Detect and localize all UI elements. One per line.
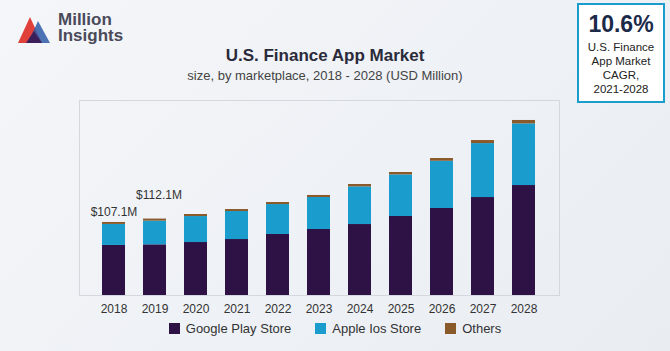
- html-text:Google Play Store: Google Play Store: [185, 321, 292, 336]
- html-text:U.S. Finance App Market CAGR,: U.S. Finance App Market CAGR, 2021-2028: [587, 41, 655, 95]
- svg-text:2022: 2022: [265, 302, 292, 315]
- html-text:Million Insights: Million Insights: [58, 10, 124, 45]
- html-text:10.6%: 10.6%: [588, 11, 654, 37]
- html-text:Others: Others: [462, 321, 502, 336]
- svg-text:2028: 2028: [511, 302, 538, 315]
- svg-text:2023: 2023: [306, 302, 333, 315]
- html-text:Apple Ios Store: Apple Ios Store: [332, 321, 422, 336]
- html-text:size, by marketplace, 2018 - 2: size, by marketplace, 2018 - 2028 (USD M…: [187, 68, 463, 83]
- svg-text:2021: 2021: [224, 302, 251, 315]
- svg-text:$107.1M: $107.1M: [91, 205, 138, 219]
- svg-text:2026: 2026: [429, 302, 456, 315]
- svg-text:2018: 2018: [101, 302, 128, 315]
- svg-text:$112.1M: $112.1M: [136, 188, 182, 202]
- html-text:U.S. Finance App Market: U.S. Finance App Market: [225, 46, 425, 65]
- svg-text:2025: 2025: [388, 302, 415, 315]
- svg-text:2024: 2024: [347, 302, 374, 315]
- svg-text:2020: 2020: [183, 302, 210, 315]
- svg-text:2027: 2027: [470, 302, 497, 315]
- svg-text:2019: 2019: [142, 302, 169, 315]
